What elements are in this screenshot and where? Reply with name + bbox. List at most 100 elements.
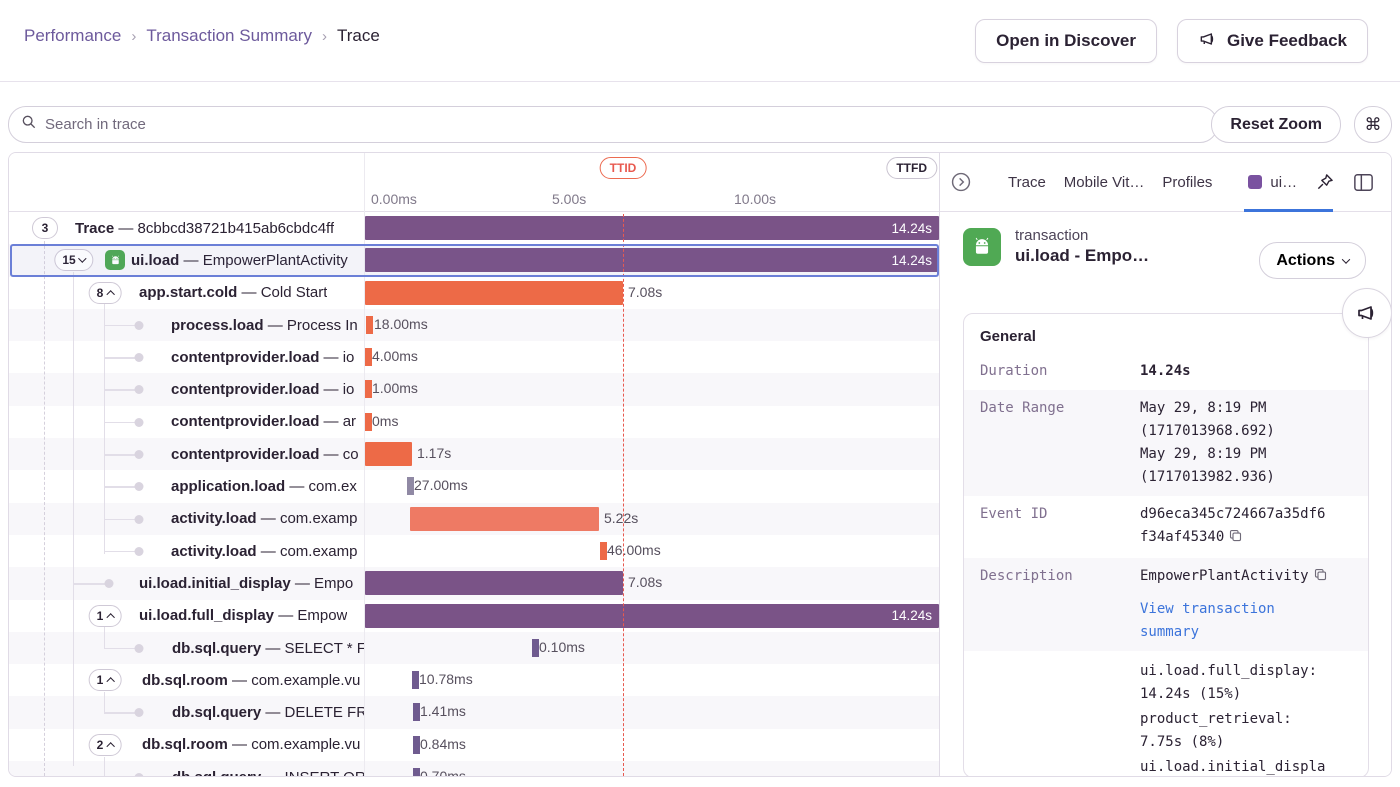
span-tree-row-ui.load.full_display[interactable]: 1 ui.load.full_display — Empow — [9, 600, 364, 632]
span-label: contentprovider.load — ar — [171, 413, 357, 431]
view-transaction-summary-link[interactable]: View transaction summary — [1140, 601, 1275, 640]
time-axis-tick: 10.00s — [734, 191, 777, 207]
span-bar[interactable] — [407, 477, 414, 496]
span-tree-row-contentprovider.load[interactable]: contentprovider.load — co — [9, 438, 364, 471]
trace-search-bar[interactable] — [8, 106, 1218, 143]
span-tree-row-activity.load[interactable]: activity.load — com.examp — [9, 535, 364, 567]
waterfall-row-application.load[interactable]: 27.00ms — [365, 470, 939, 502]
timeline-rows: 14.24s 14.24s 7.08s 18.00ms 4.00ms 1.00ms 0ms 1… — [365, 212, 939, 776]
copy-icon[interactable] — [1228, 528, 1243, 551]
waterfall-row-contentprovider.load[interactable]: 4.00ms — [365, 341, 939, 373]
waterfall-row-contentprovider.load[interactable]: 1.17s — [365, 438, 939, 471]
detail-key: Date Range — [980, 400, 1065, 416]
copy-icon[interactable] — [1313, 567, 1328, 590]
child-count-pill[interactable]: 8 — [88, 281, 122, 304]
tab-trace[interactable]: Trace — [1008, 173, 1046, 191]
waterfall-row-db.sql.query[interactable]: 0.10ms — [365, 631, 939, 665]
span-tree-row-Trace[interactable]: 3 Trace — 8cbbcd38721b415ab6cbdc4ff — [9, 212, 364, 244]
span-bar[interactable] — [365, 380, 372, 399]
span-duration-label: 4.00ms — [372, 348, 418, 365]
span-tree-row-application.load[interactable]: application.load — com.ex — [9, 470, 364, 502]
span-duration-label: 10.78ms — [419, 671, 473, 688]
detail-row-duration: Duration 14.24s — [964, 353, 1368, 390]
shortcut-command-button[interactable]: ⌘ — [1354, 106, 1392, 143]
child-count-pill[interactable]: 3 — [32, 217, 58, 239]
span-bar[interactable] — [410, 506, 599, 531]
waterfall-row-contentprovider.load[interactable]: 1.00ms — [365, 373, 939, 406]
span-bar[interactable] — [413, 703, 420, 722]
span-tree-row-contentprovider.load[interactable]: contentprovider.load — io — [9, 341, 364, 373]
child-count-pill[interactable]: 2 — [88, 733, 122, 756]
waterfall-row-app.start.cold[interactable]: 7.08s — [365, 277, 939, 309]
span-tree-row-contentprovider.load[interactable]: contentprovider.load — ar — [9, 406, 364, 438]
span-tree-row-db.sql.query[interactable]: db.sql.query — INSERT OR — [9, 761, 364, 776]
detail-value: May 29, 8:19 PM (1717013968.692) May 29, … — [1140, 400, 1275, 485]
actions-dropdown-button[interactable]: Actions — [1259, 242, 1366, 279]
feedback-megaphone-button[interactable] — [1342, 288, 1391, 338]
span-duration-label: 1.41ms — [420, 703, 466, 720]
span-leaf-dot — [134, 708, 144, 718]
tree-connector — [105, 550, 135, 553]
waterfall-row-db.sql.room[interactable]: 0.84ms — [365, 729, 939, 761]
waterfall-row-activity.load[interactable]: 5.22s — [365, 502, 939, 535]
span-tree-row-db.sql.room[interactable]: 1 db.sql.room — com.example.vu — [9, 664, 364, 696]
search-input[interactable] — [45, 116, 1205, 133]
transaction-type-label: transaction — [1015, 227, 1089, 244]
waterfall-row-process.load[interactable]: 18.00ms — [365, 308, 939, 342]
dock-left-layout-icon[interactable] — [1353, 169, 1374, 195]
tree-connector — [104, 692, 105, 714]
span-label: ui.load.full_display — Empow — [139, 607, 348, 625]
span-bar[interactable] — [365, 280, 623, 305]
collapse-panel-chevron-icon[interactable] — [950, 169, 972, 195]
tree-connector — [105, 421, 135, 424]
span-tree-row-ui.load[interactable]: 15 ui.load — EmpowerPlantActivity — [9, 244, 364, 277]
waterfall-row-ui.load[interactable]: 14.24s — [365, 244, 939, 277]
waterfall-row-Trace[interactable]: 14.24s — [365, 212, 939, 244]
span-bar[interactable] — [365, 571, 623, 596]
breadcrumb-transaction-summary[interactable]: Transaction Summary — [146, 26, 312, 45]
span-bar[interactable] — [412, 671, 419, 690]
span-bar[interactable]: 14.24s — [365, 603, 939, 628]
span-bar[interactable] — [413, 735, 420, 754]
waterfall-row-ui.load.full_display[interactable]: 14.24s — [365, 600, 939, 632]
span-bar[interactable]: 14.24s — [365, 216, 939, 240]
span-bar[interactable] — [532, 638, 539, 657]
tab-mobile-vitals[interactable]: Mobile Vit… — [1063, 173, 1145, 191]
child-count-pill[interactable]: 1 — [88, 604, 122, 627]
waterfall-row-ui.load.initial_display[interactable]: 7.08s — [365, 567, 939, 600]
span-tree-row-process.load[interactable]: process.load — Process In — [9, 308, 364, 342]
span-bar[interactable] — [365, 442, 412, 467]
waterfall-row-activity.load[interactable]: 46.00ms — [365, 535, 939, 567]
span-tree-row-activity.load[interactable]: activity.load — com.examp — [9, 502, 364, 535]
span-tree-row-ui.load.initial_display[interactable]: ui.load.initial_display — Empo — [9, 567, 364, 600]
waterfall-row-db.sql.query[interactable]: 1.41ms — [365, 696, 939, 729]
span-duration-label: 1.17s — [417, 445, 452, 462]
span-bar[interactable]: 14.24s — [365, 248, 939, 273]
breadcrumb-performance[interactable]: Performance — [24, 26, 122, 45]
span-tree-row-db.sql.room[interactable]: 2 db.sql.room — com.example.vu — [9, 729, 364, 761]
tab-profiles[interactable]: Profiles — [1162, 173, 1213, 191]
span-bar[interactable] — [600, 541, 607, 560]
waterfall-row-contentprovider.load[interactable]: 0ms — [365, 406, 939, 438]
pin-icon[interactable] — [1315, 169, 1335, 195]
give-feedback-button[interactable]: Give Feedback — [1176, 19, 1368, 63]
span-tree-row-contentprovider.load[interactable]: contentprovider.load — io — [9, 373, 364, 406]
child-count-pill[interactable]: 1 — [88, 669, 122, 692]
open-in-discover-button[interactable]: Open in Discover — [975, 19, 1157, 63]
span-label: ui.load.initial_display — Empo — [139, 574, 354, 592]
open-in-discover-label: Open in Discover — [996, 31, 1136, 50]
waterfall-row-db.sql.room[interactable]: 10.78ms — [365, 664, 939, 696]
span-bar[interactable] — [366, 315, 373, 334]
tab-active-span-detail[interactable]: ui… — [1244, 153, 1334, 212]
span-tree-row-app.start.cold[interactable]: 8 app.start.cold — Cold Start — [9, 277, 364, 309]
span-label: activity.load — com.examp — [171, 542, 358, 560]
child-count-pill[interactable]: 15 — [54, 249, 94, 272]
span-bar[interactable] — [413, 768, 420, 776]
span-tree-row-db.sql.query[interactable]: db.sql.query — DELETE FR — [9, 696, 364, 729]
waterfall-row-db.sql.query[interactable]: 0.70ms — [365, 761, 939, 776]
span-tree-row-db.sql.query[interactable]: db.sql.query — SELECT * F — [9, 631, 364, 665]
reset-zoom-button[interactable]: Reset Zoom — [1211, 106, 1341, 143]
search-icon — [21, 114, 37, 135]
span-bar[interactable] — [365, 348, 372, 367]
span-bar[interactable] — [365, 412, 372, 431]
